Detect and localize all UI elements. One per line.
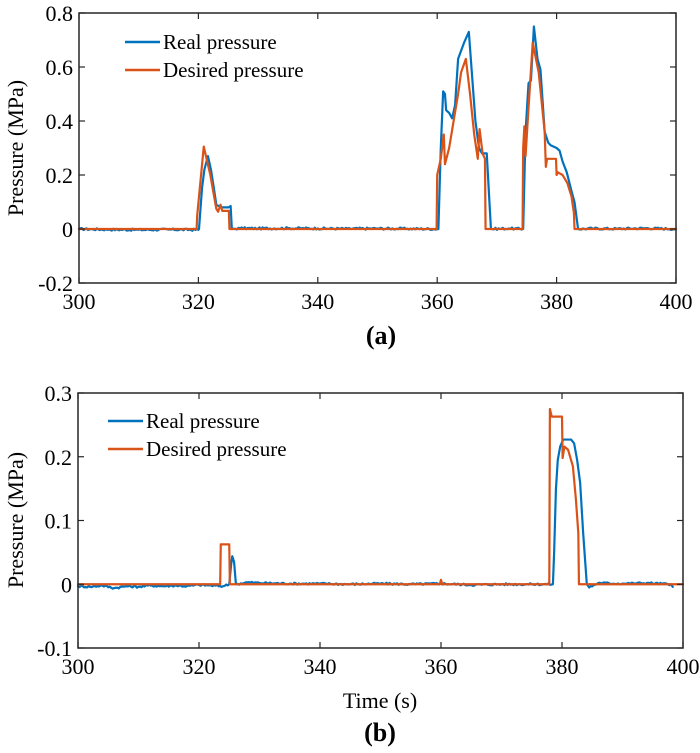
legend-label-real-a: Real pressure <box>163 30 277 54</box>
chart-panel-a: 300 320 340 360 380 400 -0.2 0 0.2 0.4 0.6 0.8 Pres… <box>3 1 693 350</box>
x-tick-label-b: 300 <box>62 654 95 679</box>
y-tick-label-b: -0.1 <box>37 636 72 661</box>
plot-lines-b <box>76 407 685 590</box>
x-tick-label-a: 320 <box>182 289 215 314</box>
series-line-desired-b <box>76 407 685 586</box>
y-tick-label-b: 0.3 <box>45 381 73 406</box>
x-tick-label-b: 320 <box>183 654 216 679</box>
y-tick-label-a: 0.8 <box>46 1 74 26</box>
axes-box-a <box>78 12 677 284</box>
legend-label-real-b: Real pressure <box>146 409 260 433</box>
legend-label-desired-a: Desired pressure <box>163 58 304 82</box>
y-tick-label-a: 0.2 <box>46 163 74 188</box>
y-tick-label-a: 0.4 <box>46 109 74 134</box>
y-tick-label-b: 0.1 <box>45 509 73 534</box>
y-tick-label-a: -0.2 <box>38 271 73 296</box>
x-tick-label-b: 400 <box>667 654 700 679</box>
x-tick-label-a: 360 <box>421 289 454 314</box>
ticks-a: 300 320 340 360 380 400 -0.2 0 0.2 0.4 0.6 0.8 <box>38 1 692 314</box>
plot-lines-a <box>77 25 678 232</box>
chart-panel-b: 300 320 340 360 380 400 -0.1 0 0.1 0.2 0.3 Pressur… <box>3 381 700 747</box>
x-tick-label-b: 340 <box>304 654 337 679</box>
legend-b: Real pressure Desired pressure <box>108 409 287 461</box>
panel-label-a: (a) <box>366 321 396 350</box>
y-tick-label-b: 0 <box>61 572 72 597</box>
legend-label-desired-b: Desired pressure <box>146 437 287 461</box>
y-tick-label-a: 0 <box>62 217 73 242</box>
x-axis-label-b: Time (s) <box>343 688 417 713</box>
x-tick-label-a: 300 <box>63 289 96 314</box>
series-line-desired-a <box>77 41 678 231</box>
y-tick-label-a: 0.6 <box>46 55 74 80</box>
x-tick-label-b: 360 <box>425 654 458 679</box>
y-axis-label-a: Pressure (MPa) <box>3 80 28 216</box>
x-tick-label-a: 380 <box>540 289 573 314</box>
panel-label-b: (b) <box>364 718 396 747</box>
legend-a: Real pressure Desired pressure <box>125 30 304 82</box>
x-tick-label-b: 380 <box>546 654 579 679</box>
x-tick-label-a: 340 <box>301 289 334 314</box>
y-axis-label-b: Pressure (MPa) <box>3 452 28 588</box>
ticks-b: 300 320 340 360 380 400 -0.1 0 0.1 0.2 0.3 <box>37 381 699 679</box>
series-line-real-b <box>76 438 674 590</box>
x-tick-label-a: 400 <box>660 289 693 314</box>
y-tick-label-b: 0.2 <box>45 445 73 470</box>
